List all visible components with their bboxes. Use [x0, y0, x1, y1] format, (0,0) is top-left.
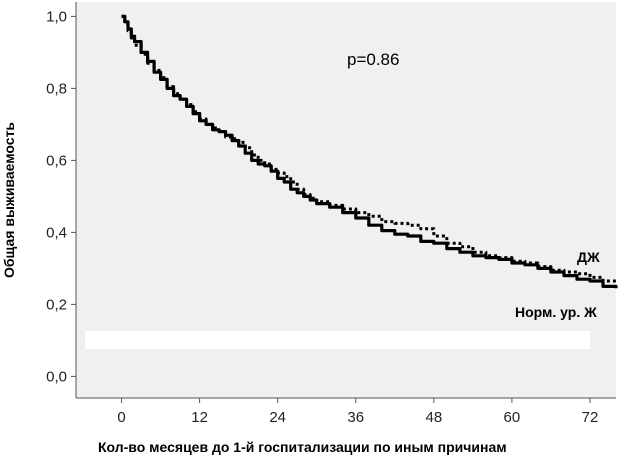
y-tick-label: 0,4	[46, 224, 67, 241]
blank-band	[85, 331, 590, 349]
y-tick-label: 0,0	[46, 368, 67, 385]
series-label-norm: Норм. ур. Ж	[515, 304, 597, 320]
series-label-dzh: ДЖ	[577, 249, 600, 265]
x-tick-label: 72	[582, 409, 599, 426]
y-tick-label: 0,8	[46, 80, 67, 97]
y-axis-title: Общая выживаемость	[1, 122, 17, 278]
p-value-annotation: p=0.86	[347, 50, 399, 69]
y-tick-label: 1,0	[46, 8, 67, 25]
x-tick-label: 48	[425, 409, 442, 426]
y-tick-label: 0,2	[46, 296, 67, 313]
x-tick-label: 60	[504, 409, 521, 426]
x-axis-ticks: 0 12 24 36 48 60 72	[117, 398, 598, 426]
x-axis-title: Кол-во месяцев до 1-й госпитализации по …	[98, 439, 507, 455]
y-tick-label: 0,6	[46, 152, 67, 169]
x-tick-label: 0	[117, 409, 125, 426]
x-tick-label: 12	[191, 409, 208, 426]
x-tick-label: 24	[269, 409, 286, 426]
series-line-dzh	[121, 14, 618, 283]
y-axis-ticks: 0,0 0,2 0,4 0,6 0,8 1,0	[46, 8, 76, 385]
x-tick-label: 36	[347, 409, 364, 426]
series-layer	[121, 14, 618, 289]
